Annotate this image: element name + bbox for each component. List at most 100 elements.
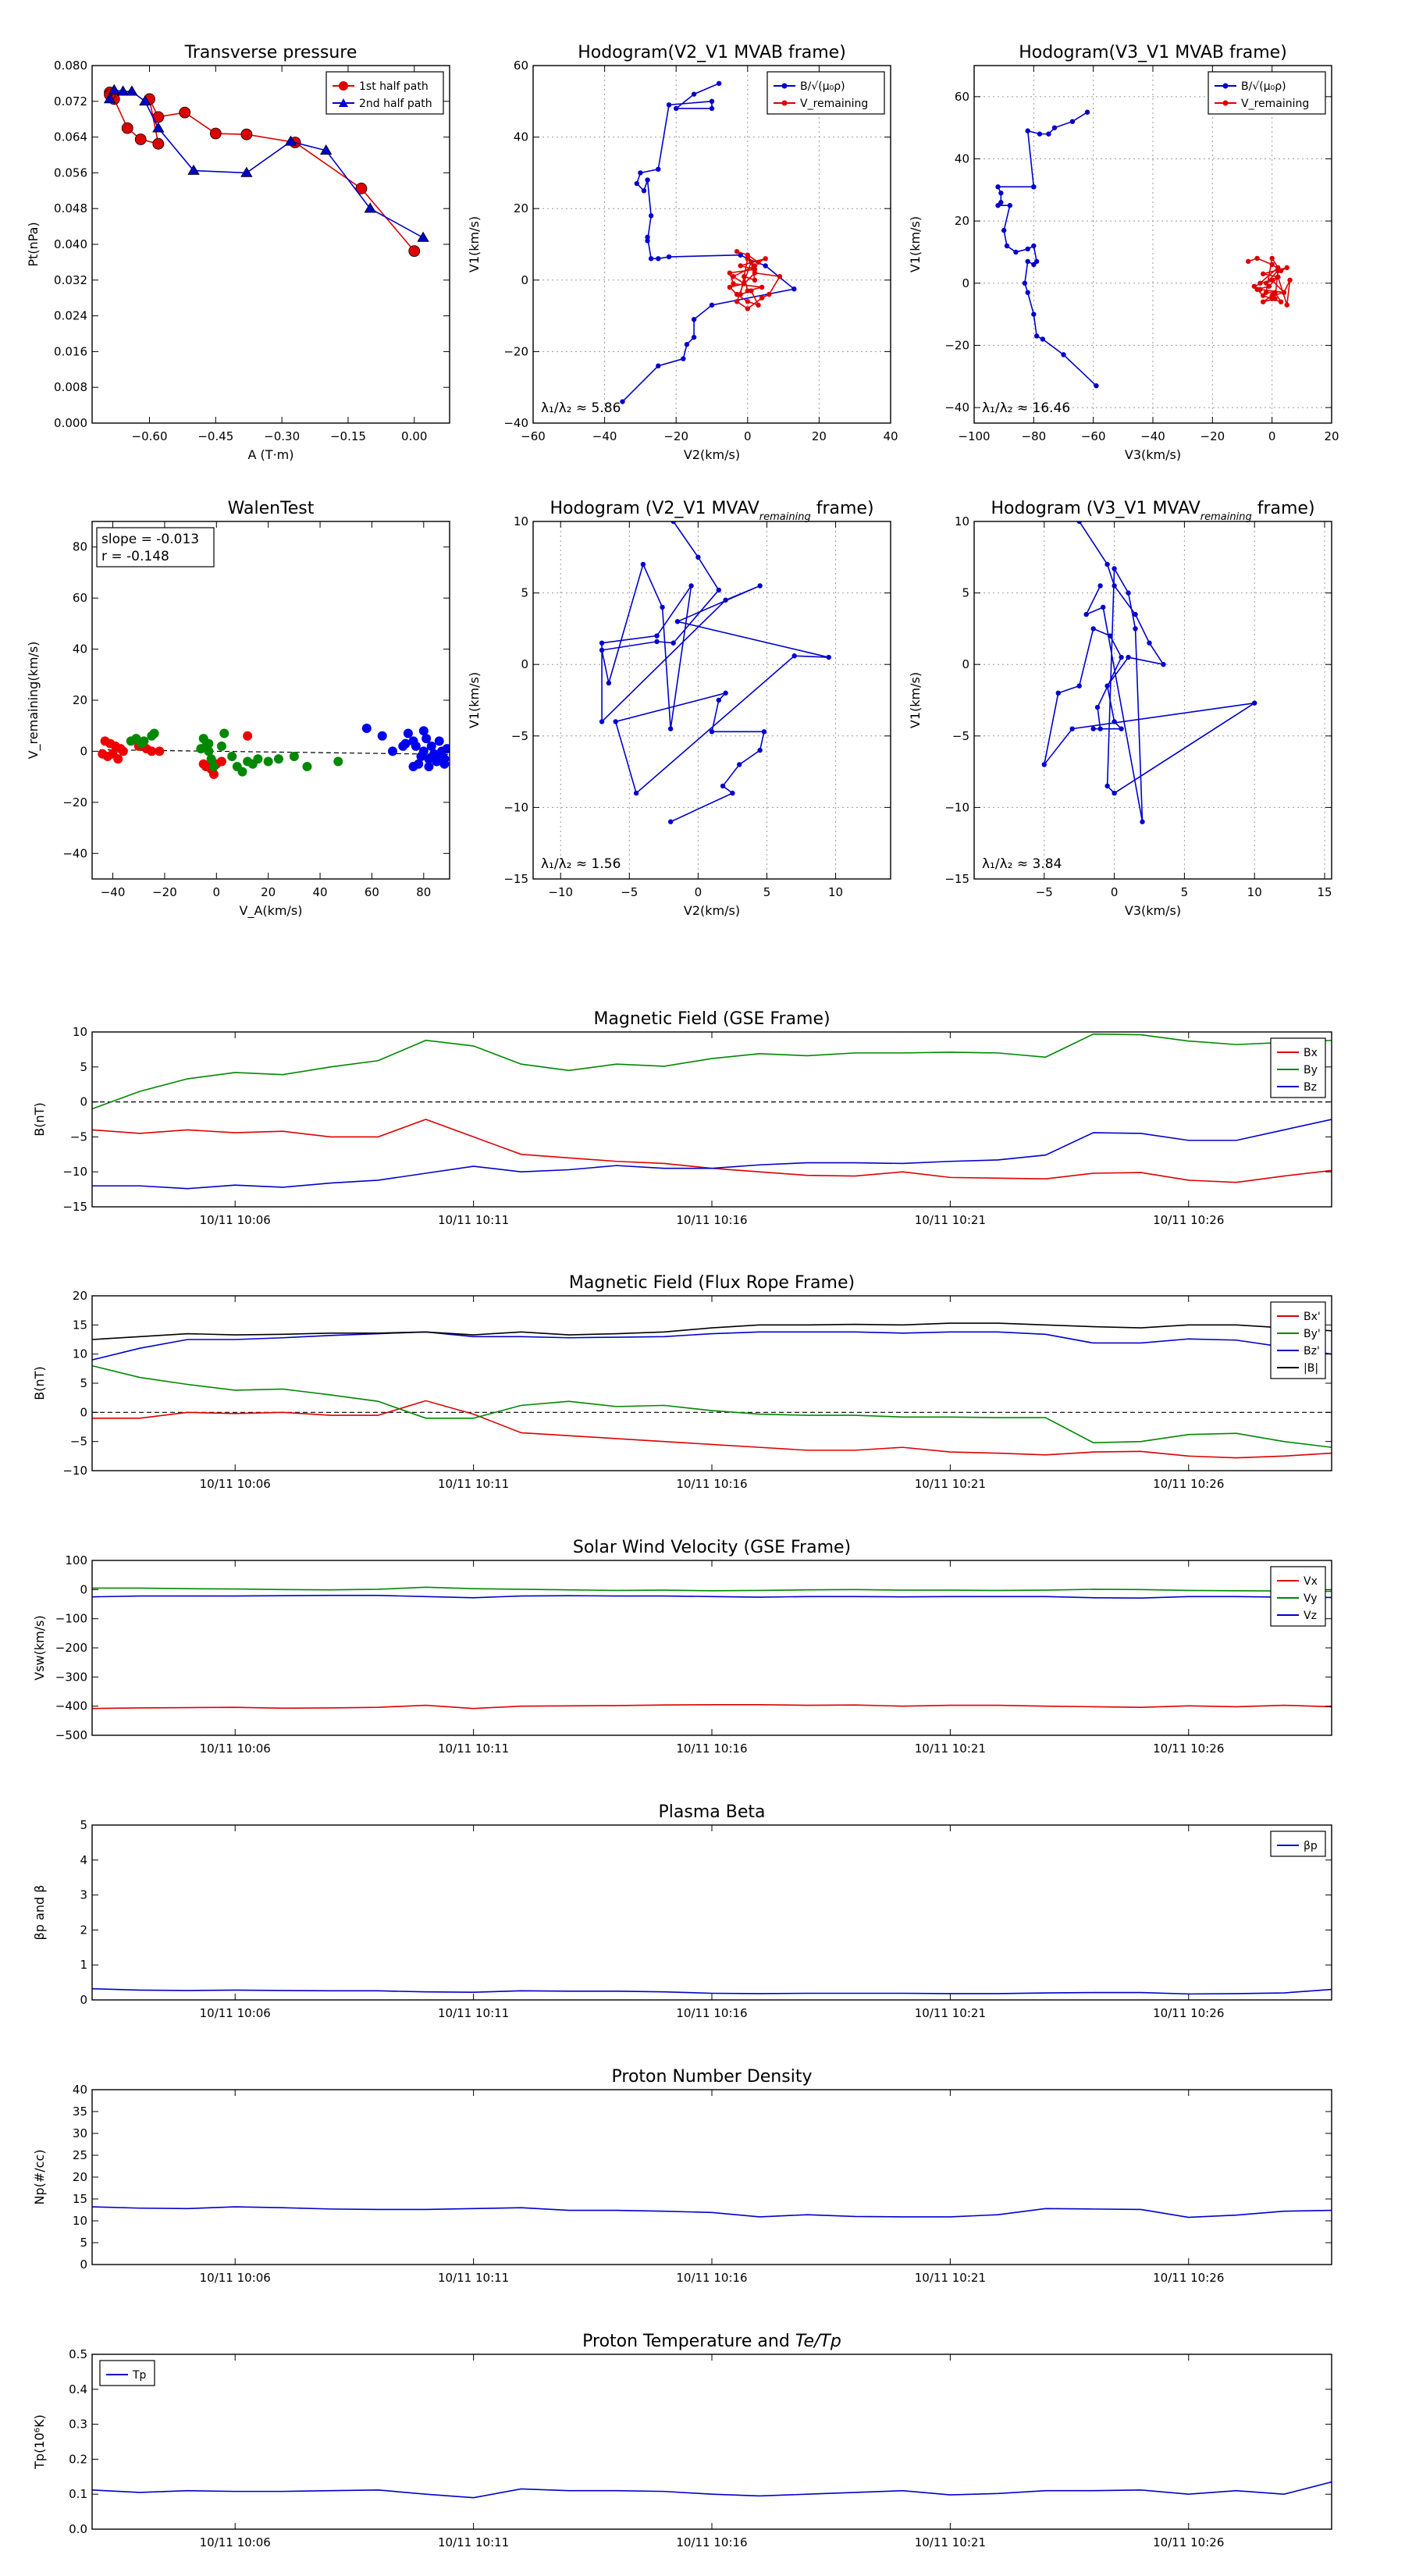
data-point — [240, 128, 253, 141]
x-tick-label: −0.30 — [264, 429, 300, 443]
data-point — [121, 122, 133, 134]
y-tick-label: 0 — [80, 1405, 87, 1419]
x-tick-label: −5 — [621, 885, 638, 899]
ratio-annotation: λ₁/λ₂ ≈ 3.84 — [982, 856, 1062, 872]
y-tick-label: 30 — [73, 2126, 87, 2140]
x-tick-label: 0.00 — [401, 429, 427, 443]
y-tick-label: 0.000 — [54, 416, 87, 430]
y-tick-label: 3 — [80, 1888, 87, 1902]
x-tick-label: 10/11 10:21 — [915, 1477, 986, 1491]
y-tick-label: 4 — [80, 1853, 87, 1867]
y-tick-label: 0 — [80, 744, 87, 758]
x-tick-label: 10/11 10:06 — [200, 2006, 271, 2020]
data-point — [1101, 604, 1106, 610]
series-group — [92, 2481, 1332, 2499]
y-tick-label: 0 — [962, 657, 969, 671]
data-point — [1025, 258, 1030, 265]
data-point — [113, 754, 123, 764]
y-tick-label: 0 — [521, 657, 528, 671]
x-tick-label: −20 — [663, 429, 688, 443]
data-point — [377, 731, 387, 741]
data-point — [155, 746, 165, 756]
x-tick-label: −20 — [1200, 429, 1225, 443]
x-tick-label: 10/11 10:26 — [1153, 2535, 1224, 2549]
data-point — [1272, 290, 1278, 295]
y-tick-label: −40 — [62, 846, 87, 860]
data-point — [730, 790, 735, 796]
y-tick-label: 0.4 — [69, 2382, 87, 2396]
data-point — [645, 234, 650, 240]
x-tick-label: 10/11 10:16 — [676, 1213, 747, 1227]
y-axis-label: V1(km/s) — [467, 672, 482, 728]
y-tick-label: 5 — [962, 586, 969, 600]
chart-title: Proton Temperature and Te/Tp — [582, 2332, 841, 2351]
y-tick-label: −20 — [944, 338, 969, 352]
data-point — [826, 654, 831, 660]
x-tick-label: 10/11 10:26 — [1153, 1213, 1224, 1227]
data-point — [196, 744, 206, 754]
data-point — [1051, 125, 1058, 130]
data-point — [640, 561, 646, 568]
data-point — [720, 783, 726, 789]
y-tick-label: 1 — [80, 1958, 87, 1972]
data-point — [767, 291, 772, 297]
data-point — [742, 281, 747, 286]
data-point — [757, 747, 763, 753]
data-point — [1041, 762, 1048, 767]
y-tick-label: 10 — [955, 514, 969, 528]
data-point — [1001, 227, 1007, 233]
data-point — [738, 252, 743, 258]
data-point — [738, 291, 743, 297]
data-point — [273, 754, 283, 764]
chart-panel-5: −10 −5 0 5 10 −15 −10 −5 0 5 10 Hodogram (V2_V1 MVA… — [467, 499, 891, 918]
chart-title: Plasma Beta — [659, 1802, 766, 1822]
data-point — [1119, 726, 1124, 731]
y-tick-label: 40 — [73, 2083, 87, 2097]
data-point — [1266, 283, 1272, 289]
x-tick-label: 60 — [365, 885, 379, 899]
x-tick-label: 80 — [416, 885, 431, 899]
y-tick-label: −20 — [62, 795, 87, 809]
data-point — [1083, 611, 1089, 617]
x-tick-label: 10/11 10:11 — [438, 2271, 509, 2285]
data-point — [208, 762, 219, 772]
y-axis-label: Np(#/cc) — [32, 2150, 47, 2205]
x-tick-label: −20 — [152, 885, 177, 899]
chart-title: WalenTest — [228, 499, 315, 518]
x-axis-label: V3(km/s) — [1125, 447, 1181, 462]
y-tick-label: −300 — [55, 1670, 87, 1684]
y-axis-label: V_remaining(km/s) — [26, 642, 41, 760]
data-point — [118, 746, 128, 756]
series-group — [98, 723, 450, 779]
series-group — [103, 84, 429, 257]
axes-frame — [91, 65, 450, 424]
y-tick-label: 0 — [962, 276, 969, 290]
data-point — [749, 259, 754, 265]
data-point — [723, 597, 728, 603]
data-point — [727, 270, 733, 276]
series-line-3 — [92, 1119, 1332, 1190]
x-tick-label: 10/11 10:06 — [200, 1477, 271, 1491]
x-tick-label: 10/11 10:16 — [676, 1477, 747, 1491]
legend-box — [1270, 1566, 1326, 1627]
data-point — [1076, 683, 1082, 688]
series-group — [92, 2206, 1332, 2218]
chart-title: Solar Wind Velocity (GSE Frame) — [573, 1538, 851, 1557]
axes-frame — [91, 1560, 1332, 1736]
y-tick-label: 0.048 — [54, 201, 87, 215]
data-point — [1061, 352, 1066, 358]
data-point — [648, 213, 654, 219]
data-point — [284, 135, 297, 146]
legend-label: V_remaining — [800, 98, 868, 110]
data-point — [1025, 128, 1030, 133]
series-line-3 — [92, 1595, 1332, 1599]
y-tick-label: −5 — [511, 729, 528, 743]
data-point — [763, 263, 768, 269]
legend-label: B/√(μ₀ρ) — [800, 80, 845, 93]
legend-marker — [339, 81, 348, 91]
x-tick-label: 10/11 10:06 — [200, 2535, 271, 2549]
data-point — [645, 177, 650, 183]
y-tick-label: 5 — [80, 1060, 87, 1074]
data-point — [1119, 654, 1124, 660]
data-point — [1275, 274, 1281, 280]
